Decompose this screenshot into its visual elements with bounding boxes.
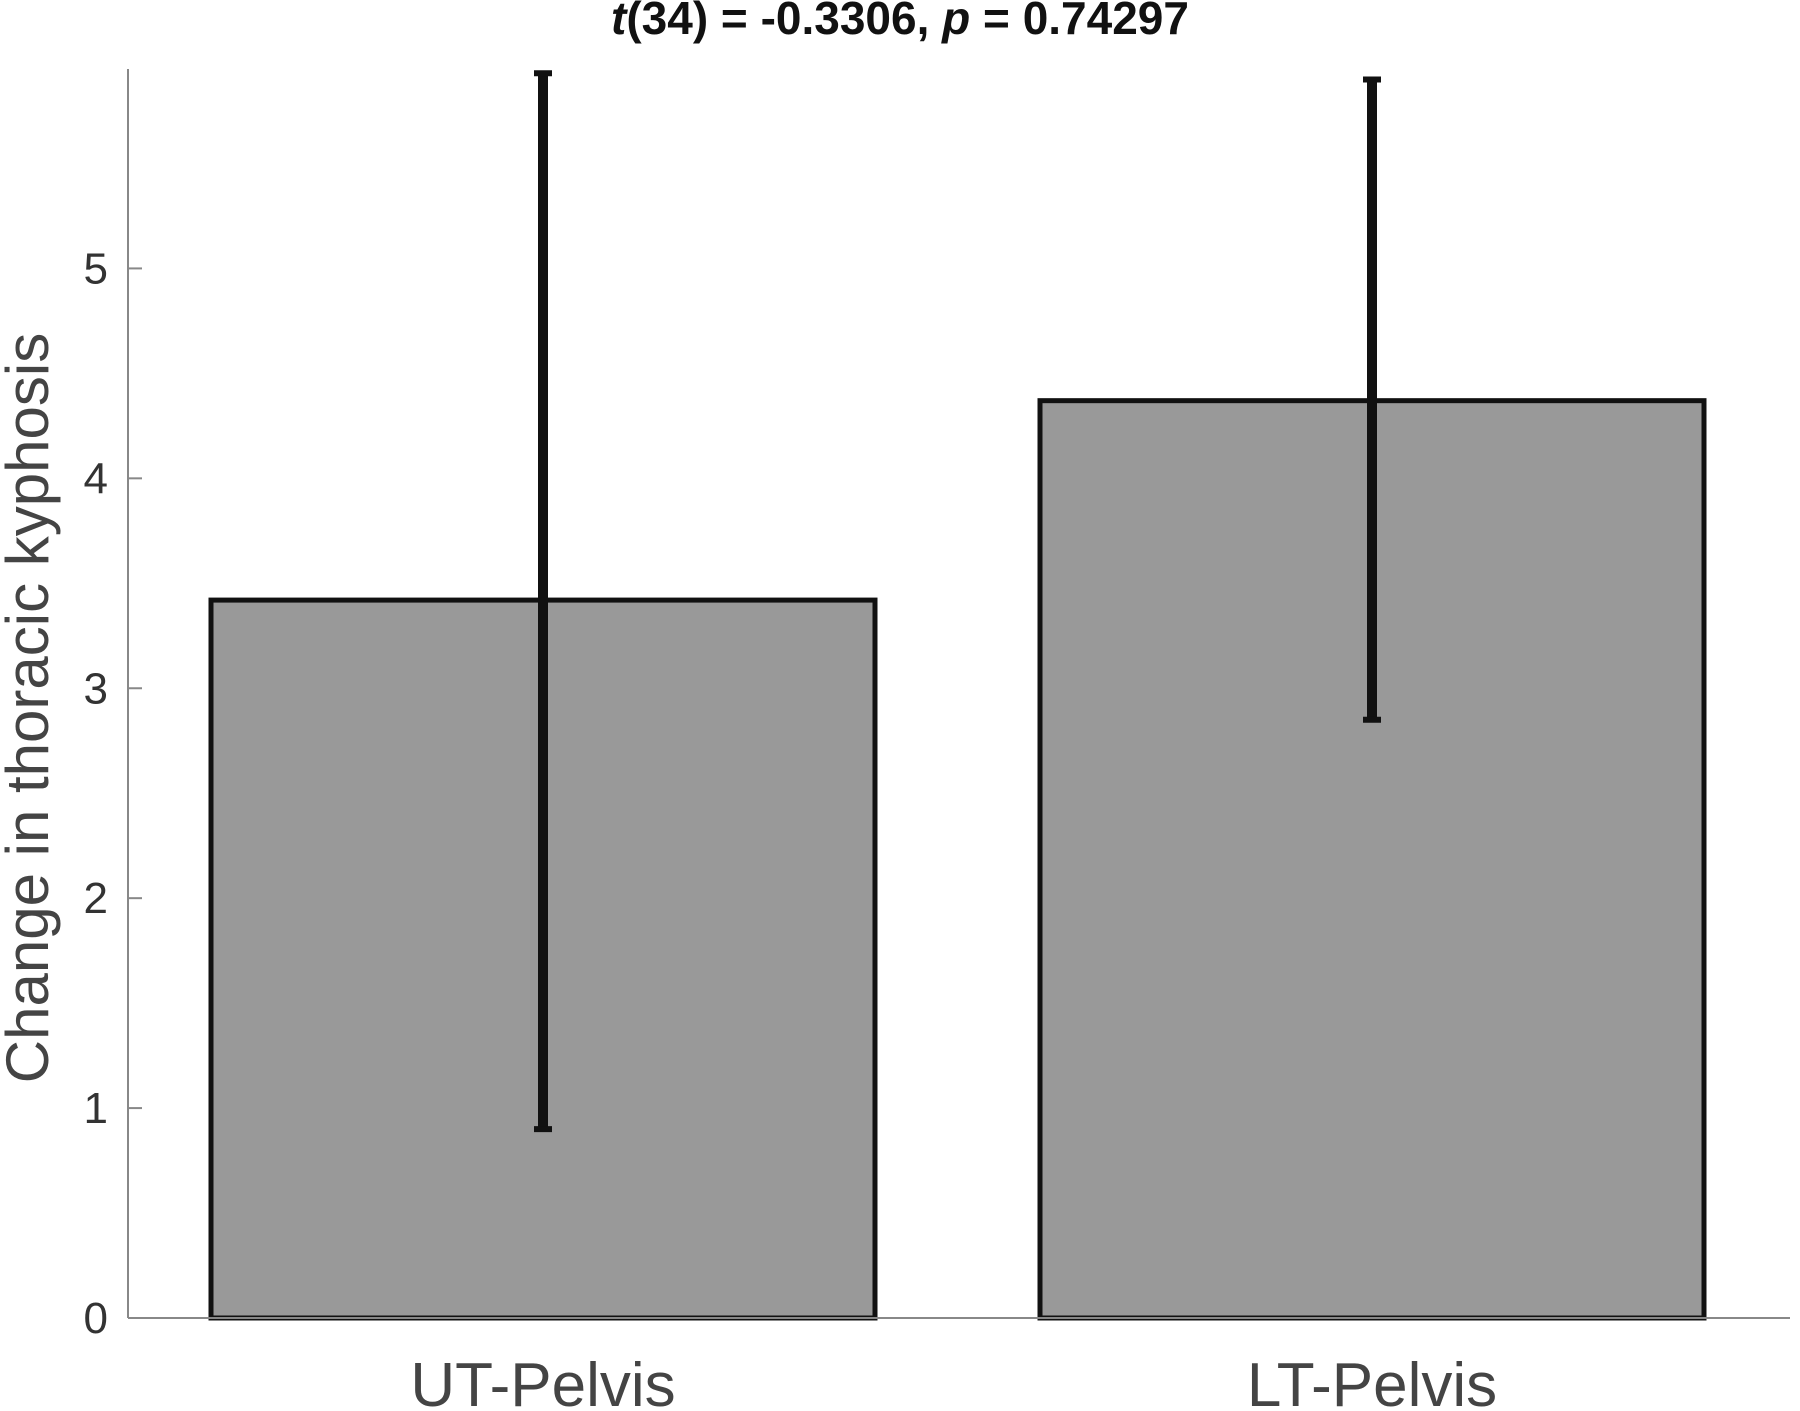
y-tick-label-5: 5 — [84, 244, 108, 293]
chart-title: t(34) = -0.3306, p = 0.74297 — [611, 0, 1189, 44]
y-tick-label-3: 3 — [84, 664, 108, 713]
y-ticks-group: 0 1 2 3 4 5 — [84, 244, 142, 1343]
y-tick-label-4: 4 — [84, 454, 108, 503]
bars-group — [208, 398, 1707, 1321]
axes-group — [127, 69, 1790, 1319]
x-labels-group: UT-Pelvis LT-Pelvis — [410, 1351, 1497, 1411]
y-tick-label-1: 1 — [84, 1084, 108, 1133]
error-bars-group — [534, 70, 1381, 1133]
x-tick-label-lt-pelvis: LT-Pelvis — [1247, 1351, 1497, 1411]
y-axis-label: Change in thoracic kyphosis — [0, 333, 61, 1083]
title-p-symbol: p — [940, 0, 970, 44]
x-tick-label-ut-pelvis: UT-Pelvis — [410, 1351, 675, 1411]
title-t-statistic: (34) = -0.3306, — [626, 0, 942, 44]
title-t-symbol: t — [611, 0, 628, 44]
y-tick-label-0: 0 — [84, 1294, 108, 1343]
title-p-value: = 0.74297 — [970, 0, 1189, 44]
y-tick-label-2: 2 — [84, 874, 108, 923]
